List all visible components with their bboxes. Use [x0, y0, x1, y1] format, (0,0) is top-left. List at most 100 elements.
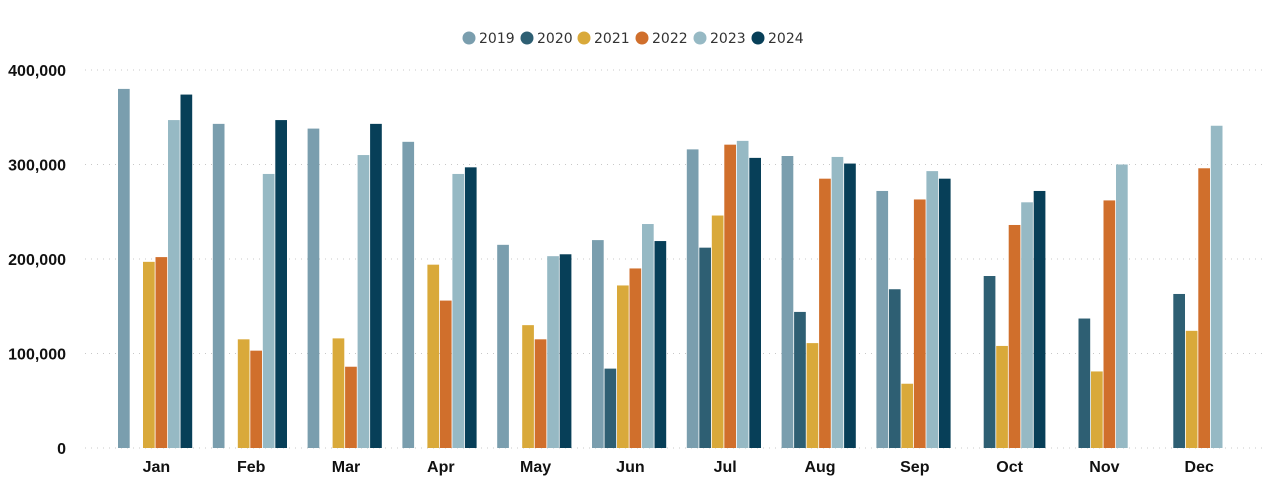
bar-2024-May[interactable]: [559, 254, 572, 448]
bar-2021-Dec[interactable]: [1185, 330, 1198, 448]
bar-2021-Sep[interactable]: [901, 383, 914, 448]
x-axis-ticks: Jan Feb Mar Apr May Jun Jul Aug Sep Oct Nov Dec: [143, 459, 1214, 476]
bar-2024-Sep[interactable]: [938, 178, 951, 448]
bar-2021-Jun[interactable]: [617, 285, 629, 448]
legend-label: 2021: [594, 31, 630, 47]
bar-2022-Feb[interactable]: [250, 350, 262, 448]
bar-2023-Dec[interactable]: [1210, 125, 1223, 448]
y-tick-label: 400,000: [8, 63, 66, 80]
bar-2019-Aug[interactable]: [781, 156, 794, 448]
bar-2023-Oct[interactable]: [1021, 202, 1033, 448]
bar-2024-Mar[interactable]: [370, 123, 382, 449]
bar-2022-Jan[interactable]: [155, 257, 168, 448]
y-tick-label: 200,000: [8, 252, 66, 269]
bar-2019-Jul[interactable]: [686, 149, 699, 448]
y-tick-label: 0: [57, 441, 66, 458]
bar-2024-Oct[interactable]: [1033, 190, 1046, 448]
bar-2021-Nov[interactable]: [1091, 371, 1103, 448]
bar-2021-May[interactable]: [522, 325, 534, 448]
legend-label: 2023: [710, 31, 746, 47]
x-tick-label: Oct: [996, 459, 1023, 476]
bar-2021-Jan[interactable]: [143, 261, 155, 448]
bar-2021-Mar[interactable]: [332, 338, 345, 448]
bar-2024-Jan[interactable]: [180, 94, 193, 448]
x-tick-label: Apr: [427, 459, 455, 476]
x-tick-label: Jan: [143, 459, 171, 476]
bar-2021-Oct[interactable]: [996, 345, 1008, 448]
bar-2022-Oct[interactable]: [1008, 224, 1021, 448]
legend[interactable]: 2019 2020 2021 2022 2023 2024: [462, 31, 804, 47]
bar-2020-Jul[interactable]: [699, 247, 711, 448]
bar-2024-Apr[interactable]: [464, 167, 477, 448]
legend-item-2020[interactable]: 2020: [520, 31, 573, 47]
bar-2019-May[interactable]: [497, 244, 509, 448]
x-tick-label: Nov: [1089, 459, 1119, 476]
bar-2020-Jun[interactable]: [604, 368, 617, 448]
legend-label: 2019: [479, 31, 515, 47]
bar-2022-Aug[interactable]: [819, 178, 831, 448]
legend-label: 2024: [768, 31, 804, 47]
bar-2023-Nov[interactable]: [1116, 164, 1128, 449]
bar-2022-Mar[interactable]: [345, 366, 357, 448]
legend-marker: [462, 31, 476, 45]
legend-marker: [635, 31, 649, 45]
bar-2019-Feb[interactable]: [212, 123, 225, 449]
x-tick-label: Jun: [616, 459, 644, 476]
x-tick-label: Feb: [237, 459, 266, 476]
bar-2021-Feb[interactable]: [237, 339, 250, 448]
bar-2022-May[interactable]: [534, 339, 547, 448]
bar-2023-Sep[interactable]: [926, 171, 939, 448]
legend-marker: [693, 31, 707, 45]
legend-item-2022[interactable]: 2022: [635, 31, 688, 47]
legend-marker: [577, 31, 591, 45]
bar-2019-Apr[interactable]: [402, 141, 415, 448]
bar-2023-Jan[interactable]: [168, 120, 180, 448]
bar-2024-Aug[interactable]: [844, 163, 856, 448]
bar-2024-Jul[interactable]: [749, 157, 761, 448]
bar-2023-Apr[interactable]: [452, 173, 465, 448]
legend-item-2019[interactable]: 2019: [462, 31, 515, 47]
legend-item-2024[interactable]: 2024: [751, 31, 804, 47]
bar-2023-May[interactable]: [547, 256, 559, 448]
bar-2020-Dec[interactable]: [1173, 293, 1185, 448]
bar-2023-Mar[interactable]: [357, 155, 370, 449]
y-tick-label: 300,000: [8, 158, 66, 175]
bar-2020-Nov[interactable]: [1078, 318, 1091, 448]
y-axis-ticks: 0 100,000 200,000 300,000 400,000: [8, 63, 66, 458]
bar-2022-Jun[interactable]: [629, 268, 642, 448]
bar-2024-Feb[interactable]: [275, 120, 287, 448]
x-tick-label: May: [520, 459, 551, 476]
legend-item-2023[interactable]: 2023: [693, 31, 746, 47]
bar-2020-Oct[interactable]: [983, 276, 996, 448]
bar-2023-Feb[interactable]: [262, 173, 275, 448]
bar-2021-Aug[interactable]: [806, 343, 819, 448]
legend-label: 2020: [537, 31, 573, 47]
x-tick-label: Jul: [714, 459, 737, 476]
x-tick-label: Aug: [804, 459, 835, 476]
y-tick-label: 100,000: [8, 347, 66, 364]
bar-2022-Nov[interactable]: [1103, 200, 1116, 448]
bar-2022-Jul[interactable]: [724, 144, 736, 448]
legend-label: 2022: [652, 31, 688, 47]
bar-2023-Jun[interactable]: [642, 224, 654, 448]
legend-item-2021[interactable]: 2021: [577, 31, 630, 47]
bar-2019-Sep[interactable]: [876, 190, 889, 448]
bar-2020-Aug[interactable]: [794, 311, 806, 448]
bar-2022-Dec[interactable]: [1198, 168, 1210, 448]
bar-2023-Aug[interactable]: [831, 156, 844, 448]
bar-2022-Apr[interactable]: [439, 300, 452, 448]
bar-2024-Jun[interactable]: [654, 241, 667, 448]
x-tick-label: Mar: [332, 459, 360, 476]
bar-2020-Sep[interactable]: [888, 289, 901, 448]
x-tick-label: Sep: [900, 459, 930, 476]
legend-marker: [520, 31, 534, 45]
bar-2019-Jun[interactable]: [592, 240, 604, 448]
bar-2019-Mar[interactable]: [307, 128, 320, 448]
bar-2021-Jul[interactable]: [711, 215, 724, 448]
gridlines: [85, 69, 1262, 449]
bar-2022-Sep[interactable]: [913, 199, 926, 448]
bar-2019-Jan[interactable]: [118, 88, 130, 449]
bar-2021-Apr[interactable]: [427, 264, 440, 448]
bar-2023-Jul[interactable]: [736, 140, 749, 449]
